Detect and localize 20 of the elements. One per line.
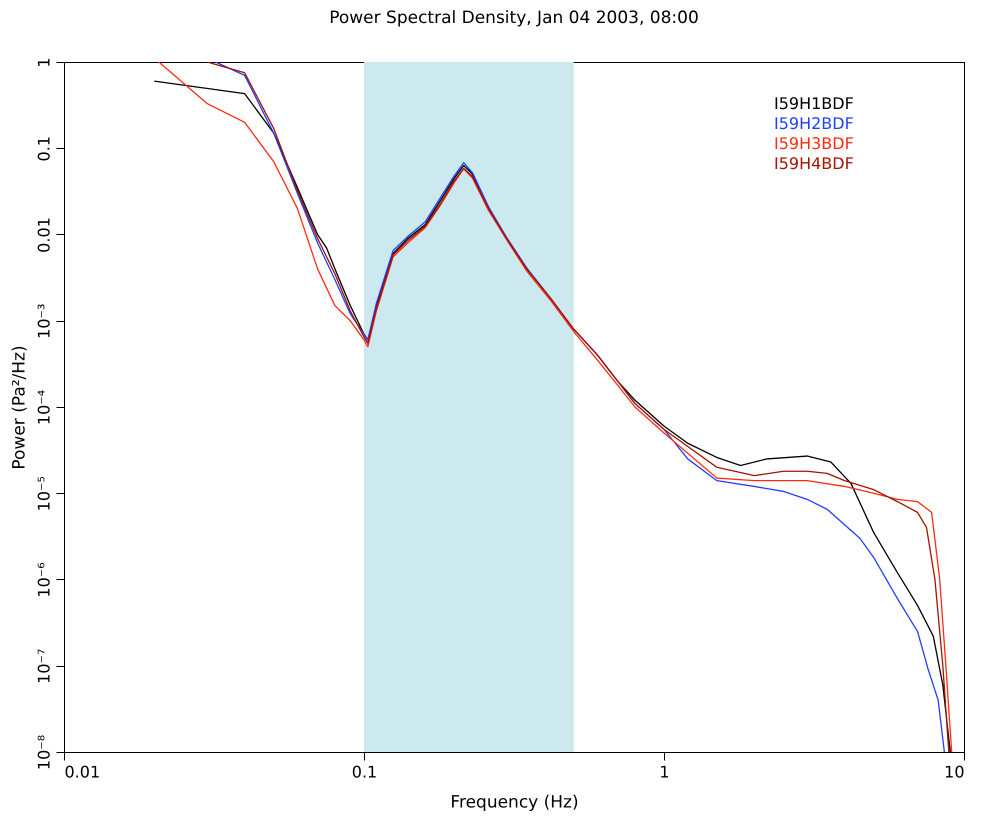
y-tick-label: 10⁻⁵ (34, 476, 54, 512)
x-tick-label: 1 (659, 762, 670, 782)
x-tick-label: 0.01 (64, 762, 100, 782)
text: I59H1BDF (774, 94, 854, 113)
x-tick-label: 0.1 (352, 762, 378, 782)
text: I59H4BDF (774, 154, 854, 173)
y-tick-label: 10⁻⁶ (34, 562, 54, 598)
x-tick-label: 10 (944, 762, 964, 782)
y-tick-label: 0.01 (34, 217, 54, 253)
y-tick-label: 0.1 (34, 136, 54, 162)
y-tick-label: 10⁻³ (34, 304, 54, 339)
y-axis-title: Power (Pa²/Hz) (10, 345, 30, 470)
y-tick-label: 1 (34, 57, 54, 68)
chart-title: Power Spectral Density, Jan 04 2003, 08:00 (329, 8, 699, 28)
text: I59H3BDF (774, 134, 854, 153)
y-tick-label: 10⁻⁸ (34, 734, 54, 770)
y-tick-label: 10⁻⁴ (34, 390, 54, 426)
y-tick-label: 10⁻⁷ (34, 648, 54, 684)
x-axis-title: Frequency (Hz) (450, 792, 579, 812)
text: I59H2BDF (774, 114, 854, 133)
